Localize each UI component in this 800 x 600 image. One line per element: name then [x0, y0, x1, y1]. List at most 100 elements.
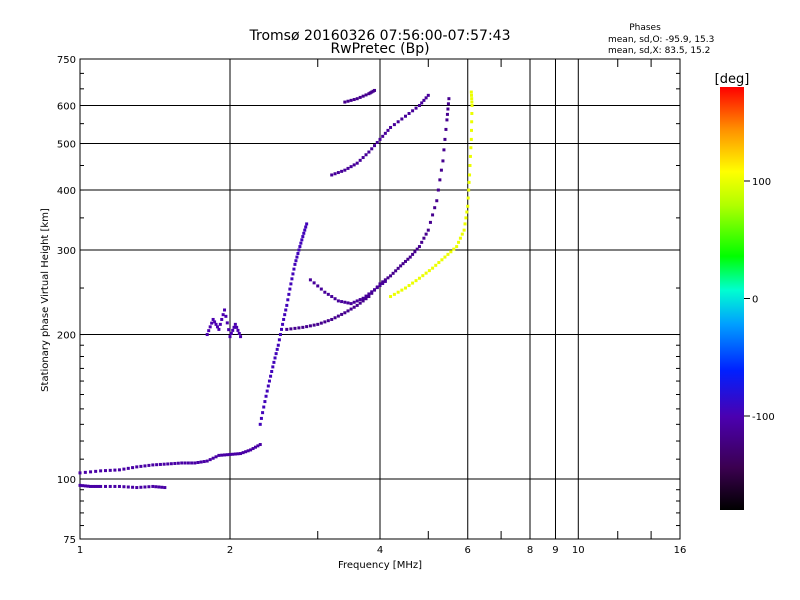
echo-point: [449, 250, 453, 254]
echo-point: [160, 485, 164, 489]
echo-point: [361, 299, 365, 303]
echo-point: [389, 274, 393, 278]
echo-point: [205, 333, 209, 337]
echo-point: [336, 314, 340, 318]
echo-point: [373, 88, 377, 92]
echo-point: [381, 281, 385, 285]
echo-point: [231, 452, 235, 456]
echo-point: [290, 277, 294, 281]
colorbar-tick-label: -100: [752, 412, 775, 423]
echo-point: [122, 467, 126, 471]
echo-point: [89, 484, 93, 488]
echo-point: [196, 461, 200, 465]
echo-point: [355, 161, 359, 165]
echo-point: [300, 238, 304, 242]
echo-point: [81, 484, 85, 488]
echo-point: [139, 464, 143, 468]
echo-point: [406, 257, 410, 261]
echo-point: [373, 144, 377, 148]
echo-point: [417, 245, 421, 249]
echo-point: [297, 326, 301, 330]
echo-point: [312, 281, 316, 285]
echo-point: [361, 94, 365, 98]
echo-point: [221, 313, 225, 317]
echo-point: [424, 96, 428, 100]
y-tick-label: 100: [57, 475, 76, 486]
echo-point: [381, 134, 385, 138]
echo-point: [305, 325, 309, 329]
echo-point: [103, 469, 107, 473]
x-tick-label: 9: [552, 545, 558, 556]
echo-point: [113, 484, 117, 488]
echo-point: [220, 453, 224, 457]
echo-point: [424, 232, 428, 236]
echo-point: [446, 102, 450, 106]
echo-point: [346, 301, 350, 305]
echo-point: [264, 394, 268, 398]
echo-point: [249, 448, 253, 452]
echo-point: [375, 286, 379, 290]
echo-point: [373, 288, 377, 292]
echo-point: [239, 335, 243, 339]
echo-point: [280, 327, 284, 331]
echo-point: [378, 282, 382, 286]
trace: [308, 278, 387, 306]
echo-point: [446, 107, 450, 111]
echo-point: [403, 114, 407, 118]
echo-point: [442, 148, 446, 152]
echo-point: [396, 266, 400, 270]
echo-point: [367, 295, 371, 299]
echo-point: [208, 458, 212, 462]
echo-point: [383, 279, 387, 283]
echo-point: [302, 231, 306, 235]
echo-point: [367, 150, 371, 154]
echo-point: [330, 295, 334, 299]
x-tick-label: 2: [227, 545, 233, 556]
echo-point: [283, 313, 287, 317]
echo-point: [349, 307, 353, 311]
echo-point: [437, 261, 441, 265]
echo-point: [271, 365, 275, 369]
echo-point: [277, 338, 281, 342]
echo-point: [117, 468, 121, 472]
echo-point: [180, 461, 184, 465]
y-tick-label: 750: [57, 55, 76, 66]
echo-point: [326, 292, 330, 296]
echo-point: [468, 163, 472, 167]
trace: [205, 308, 243, 339]
echo-point: [470, 100, 474, 104]
x-tick-label: 16: [674, 545, 687, 556]
echo-point: [470, 97, 474, 101]
echo-point: [469, 137, 473, 141]
echo-point: [214, 322, 218, 326]
echo-point: [96, 484, 100, 488]
echo-point: [361, 156, 365, 160]
echo-point: [299, 241, 303, 245]
echo-point: [135, 486, 139, 490]
colorbar: [720, 87, 744, 510]
echo-point: [135, 465, 139, 469]
echo-point: [394, 269, 398, 273]
x-tick-label: 8: [527, 545, 533, 556]
echo-point: [420, 240, 424, 244]
echo-point: [436, 188, 440, 192]
echo-point: [457, 240, 461, 244]
phases-heading: Phases: [629, 23, 661, 33]
echo-point: [173, 461, 177, 465]
chart-title: Tromsø 20160326 07:56:00-07:57:43: [249, 28, 511, 44]
echo-point: [466, 204, 470, 208]
echo-point: [298, 245, 302, 249]
echo-point: [469, 90, 473, 94]
echo-point: [340, 169, 344, 173]
echo-point: [143, 485, 147, 489]
echo-point: [210, 321, 214, 325]
echo-point: [358, 95, 362, 99]
echo-point: [259, 416, 263, 420]
echo-point: [443, 255, 447, 259]
echo-point: [269, 374, 273, 378]
echo-point: [424, 271, 428, 275]
echo-point: [316, 284, 320, 288]
echo-point: [293, 326, 297, 330]
echo-point: [285, 303, 289, 307]
echo-point: [122, 485, 126, 489]
